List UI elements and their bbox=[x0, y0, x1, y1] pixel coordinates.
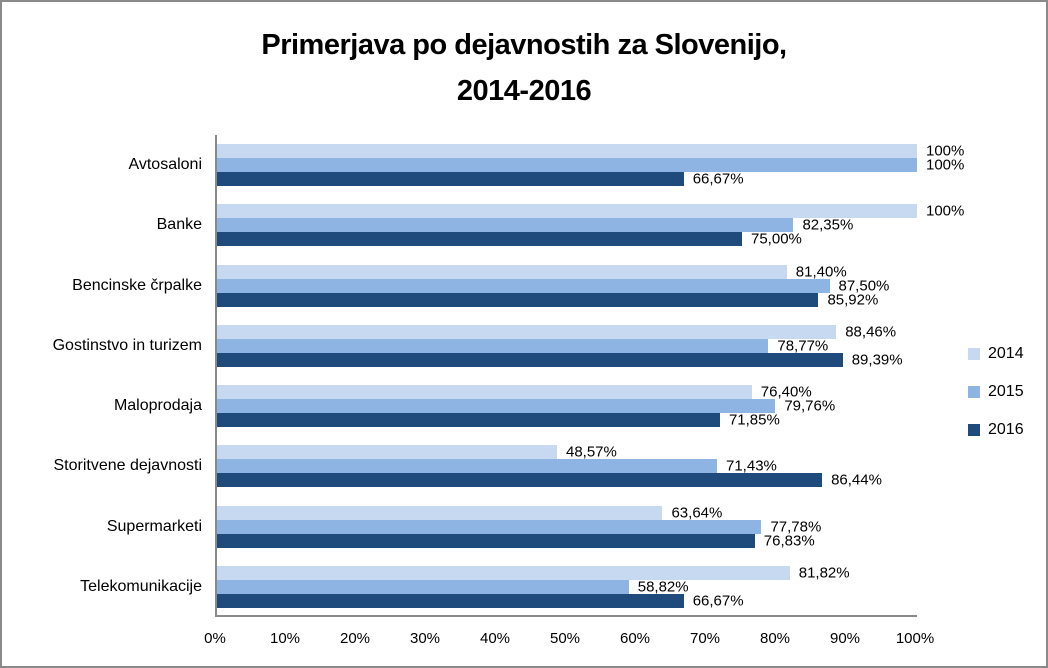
bar-2016 bbox=[217, 533, 755, 548]
bar-2014 bbox=[217, 324, 837, 339]
bar-value-label: 87,50% bbox=[838, 277, 890, 295]
x-tick-label: 50% bbox=[549, 630, 581, 647]
category-label: Avtosaloni bbox=[128, 156, 202, 174]
plot-area: 100% 100% 66,67% 100% 82,35% 75,00% 81,40% 87,5… bbox=[215, 135, 964, 617]
legend-item-2015: 2015 bbox=[968, 383, 1024, 400]
bar-value-label: 79,76% bbox=[784, 397, 836, 415]
legend-swatch-icon bbox=[968, 348, 980, 360]
bar-value-label: 58,82% bbox=[637, 578, 689, 596]
chart-title-line1: Primerjava po dejavnostih za Slovenijo, bbox=[261, 29, 787, 61]
legend-swatch-icon bbox=[968, 424, 980, 436]
bar-2014 bbox=[217, 565, 790, 580]
bar-2014 bbox=[217, 445, 557, 460]
bar-value-label: 71,85% bbox=[728, 411, 780, 429]
bar-value-label: 75,00% bbox=[751, 230, 802, 248]
bar-2016 bbox=[217, 593, 684, 608]
chart-title: Primerjava po dejavnostih za Slovenijo, … bbox=[2, 22, 1046, 114]
bar-value-label: 86,44% bbox=[831, 471, 882, 489]
x-tick-label: 70% bbox=[689, 630, 721, 647]
bar-2016 bbox=[217, 172, 684, 187]
bar-value-label: 66,67% bbox=[692, 170, 744, 188]
bar-2015 bbox=[217, 459, 717, 474]
chart-title-line2: 2014-2016 bbox=[456, 75, 592, 107]
legend-swatch-icon bbox=[968, 386, 980, 398]
x-tick-label: 10% bbox=[269, 630, 301, 647]
bar-value-label: 82,35% bbox=[802, 216, 854, 234]
bar-value-label: 78,77% bbox=[777, 337, 829, 355]
bar-2015 bbox=[217, 278, 830, 293]
bar-2016 bbox=[217, 292, 819, 307]
bar-2015 bbox=[217, 218, 794, 233]
x-tick-label: 0% bbox=[204, 630, 226, 647]
bar-2014 bbox=[217, 144, 917, 159]
category-label: Telekomunikacije bbox=[80, 577, 202, 595]
bar-2015 bbox=[217, 519, 762, 534]
bar-2016 bbox=[217, 352, 843, 367]
bar-value-label: 85,92% bbox=[827, 291, 879, 309]
bar-value-label: 81,40% bbox=[795, 263, 847, 281]
bar-2014 bbox=[217, 505, 663, 520]
bar-value-label: 48,57% bbox=[565, 443, 617, 461]
legend-label: 2014 bbox=[988, 345, 1024, 362]
bar-value-label: 100% bbox=[926, 142, 965, 160]
category-label: Gostinstvo in turizem bbox=[52, 336, 202, 354]
bar-2015 bbox=[217, 399, 776, 414]
legend-item-2016: 2016 bbox=[968, 421, 1024, 438]
bar-value-label: 76,83% bbox=[763, 532, 815, 550]
bar-value-label: 66,67% bbox=[692, 592, 744, 610]
x-tick-label: 30% bbox=[409, 630, 441, 647]
bar-2014 bbox=[217, 385, 752, 400]
legend-label: 2015 bbox=[988, 383, 1024, 400]
x-tick-label: 100% bbox=[895, 630, 935, 647]
category-label: Maloprodaja bbox=[113, 397, 202, 415]
bar-value-label: 76,40% bbox=[760, 383, 812, 401]
category-label: Storitvene dejavnosti bbox=[53, 457, 202, 475]
bar-2015 bbox=[217, 158, 917, 173]
legend-item-2014: 2014 bbox=[968, 345, 1024, 362]
legend-label: 2016 bbox=[988, 421, 1024, 438]
bar-2016 bbox=[217, 232, 742, 247]
bar-value-label: 89,39% bbox=[851, 351, 903, 369]
x-tick-label: 60% bbox=[619, 630, 651, 647]
bar-2014 bbox=[217, 204, 917, 219]
bar-2016 bbox=[217, 473, 823, 488]
bar-value-label: 88,46% bbox=[845, 323, 897, 341]
bar-value-label: 63,64% bbox=[671, 504, 723, 522]
x-tick-label: 80% bbox=[759, 630, 791, 647]
bar-value-label: 77,78% bbox=[770, 518, 822, 536]
bar-2016 bbox=[217, 413, 720, 428]
bar-value-label: 71,43% bbox=[726, 457, 777, 475]
category-label: Bencinske črpalke bbox=[72, 276, 202, 294]
bar-value-label: 81,82% bbox=[798, 564, 850, 582]
category-label: Banke bbox=[156, 216, 202, 234]
x-tick-label: 40% bbox=[479, 630, 511, 647]
bar-2015 bbox=[217, 579, 629, 594]
x-tick-label: 90% bbox=[829, 630, 861, 647]
category-label: Supermarketi bbox=[106, 517, 202, 535]
legend: 2014 2015 2016 bbox=[968, 345, 1024, 460]
bar-value-label: 100% bbox=[926, 156, 965, 174]
x-tick-label: 20% bbox=[339, 630, 371, 647]
bar-2014 bbox=[217, 264, 787, 279]
bar-value-label: 100% bbox=[926, 202, 965, 220]
bar-2015 bbox=[217, 338, 769, 353]
